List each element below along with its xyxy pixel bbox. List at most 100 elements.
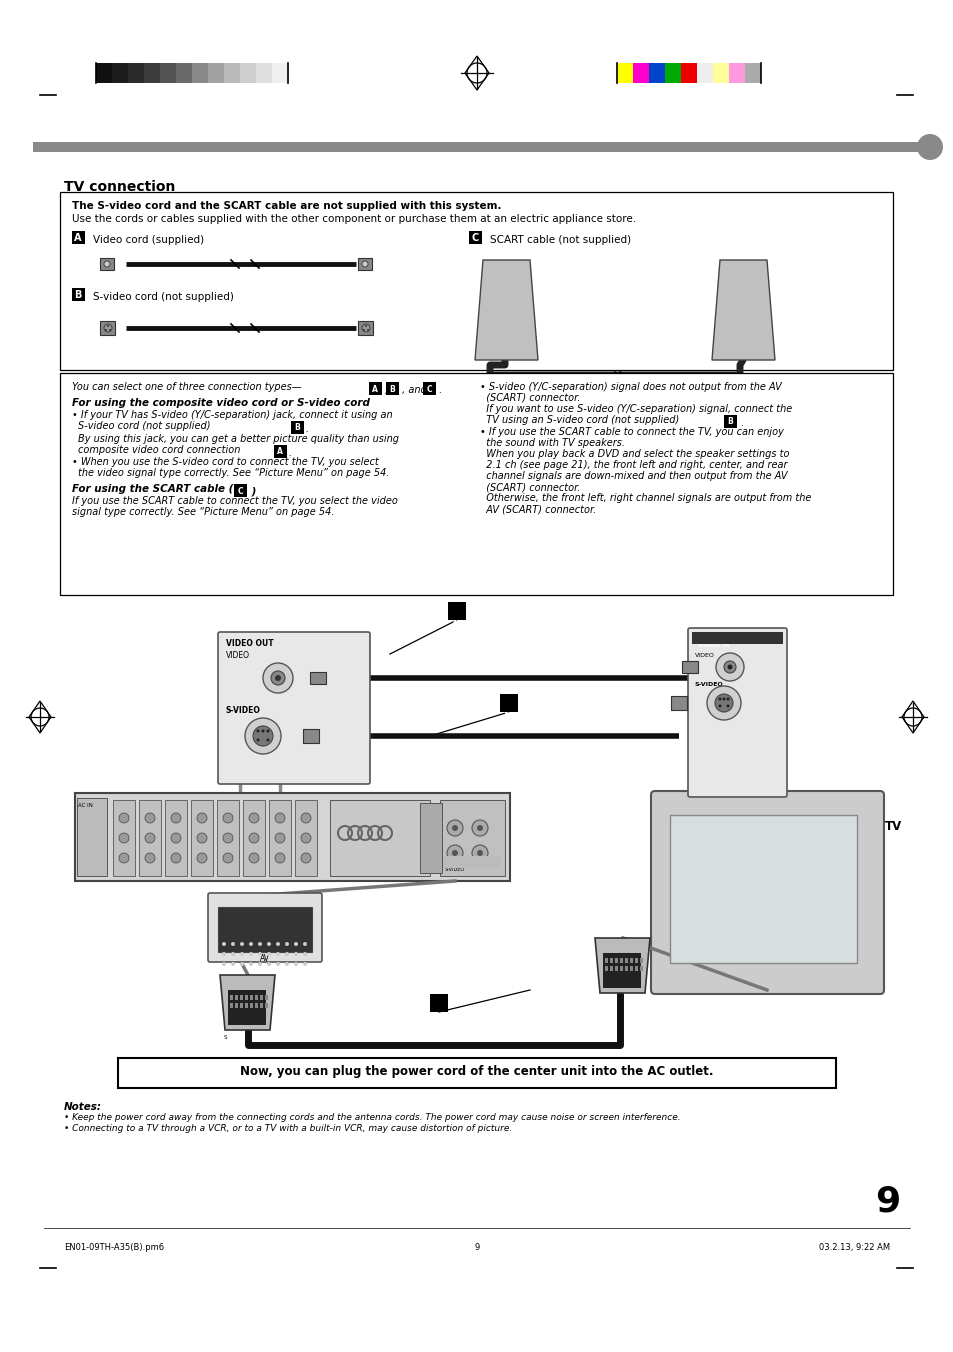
Circle shape [271, 671, 285, 685]
Circle shape [472, 845, 488, 861]
Text: ,: , [381, 385, 391, 395]
Text: Now, you can plug the power cord of the center unit into the AC outlet.: Now, you can plug the power cord of the … [240, 1065, 713, 1078]
Bar [224, 64, 240, 82]
Text: AV: AV [260, 955, 270, 963]
Bar [192, 64, 208, 82]
Circle shape [267, 963, 271, 965]
Text: 03.2.13, 9:22 AM: 03.2.13, 9:22 AM [818, 1242, 889, 1252]
Text: S-video cord (not supplied): S-video cord (not supplied) [78, 420, 213, 431]
Circle shape [294, 942, 297, 946]
Bar [609, 965, 613, 971]
Circle shape [723, 661, 735, 673]
Bar [240, 64, 255, 82]
Circle shape [916, 134, 942, 160]
Text: • S-video (Y/C-separation) signal does not output from the AV: • S-video (Y/C-separation) signal does n… [479, 383, 781, 392]
Circle shape [275, 963, 280, 965]
Circle shape [261, 730, 264, 733]
Text: If you use the SCART cable to connect the TV, you select the video: If you use the SCART cable to connect th… [71, 496, 397, 506]
Circle shape [275, 952, 280, 956]
Circle shape [223, 833, 233, 844]
Bar [250, 995, 253, 1000]
Bar [254, 1003, 257, 1009]
Bar [77, 798, 107, 876]
Circle shape [294, 952, 297, 956]
Bar [71, 231, 85, 243]
Bar [250, 1003, 253, 1009]
Bar [670, 696, 686, 710]
Text: For using the composite video cord or S-video cord: For using the composite video cord or S-… [71, 397, 370, 408]
Bar [448, 602, 465, 621]
Bar [112, 64, 128, 82]
Bar [609, 959, 613, 963]
Circle shape [145, 813, 154, 823]
Bar [615, 965, 618, 971]
Polygon shape [595, 938, 649, 992]
Text: B: B [389, 384, 395, 393]
Circle shape [107, 324, 109, 327]
Bar [160, 64, 175, 82]
Bar [274, 445, 287, 458]
Circle shape [256, 738, 259, 741]
Circle shape [294, 963, 297, 965]
Text: Otherwise, the front left, right channel signals are output from the: Otherwise, the front left, right channel… [479, 493, 810, 503]
Text: TV: TV [884, 821, 902, 833]
Circle shape [303, 963, 307, 965]
Bar [294, 800, 316, 876]
Circle shape [363, 329, 365, 331]
Bar [245, 995, 248, 1000]
Bar [269, 800, 291, 876]
Text: VIDEO OUT: VIDEO OUT [226, 639, 274, 648]
Bar [604, 965, 607, 971]
Circle shape [119, 853, 129, 863]
Bar [240, 995, 243, 1000]
Circle shape [447, 821, 462, 836]
Circle shape [274, 813, 285, 823]
Bar [112, 800, 135, 876]
Text: A: A [452, 617, 461, 629]
Circle shape [274, 853, 285, 863]
Text: Notes:: Notes: [64, 1102, 102, 1111]
Circle shape [119, 833, 129, 844]
Bar [165, 800, 187, 876]
Bar [255, 64, 272, 82]
Text: .: . [288, 448, 291, 458]
Circle shape [257, 952, 262, 956]
Text: • Keep the power cord away from the connecting cords and the antenna cords. The : • Keep the power cord away from the conn… [64, 1113, 679, 1122]
Text: .: . [305, 425, 308, 434]
Text: signal type correctly. See “Picture Menu” on page 54.: signal type correctly. See “Picture Menu… [71, 507, 335, 516]
Text: C: C [237, 487, 243, 495]
Text: Use the cords or cables supplied with the other component or purchase them at an: Use the cords or cables supplied with th… [71, 214, 636, 224]
Text: EN01-09TH-A35(B).pm6: EN01-09TH-A35(B).pm6 [64, 1242, 164, 1252]
Circle shape [104, 324, 112, 333]
Bar [139, 800, 161, 876]
Text: (SCART) connector.: (SCART) connector. [479, 393, 579, 403]
Circle shape [257, 942, 262, 946]
Circle shape [714, 694, 732, 713]
Bar [386, 383, 398, 395]
Text: .: . [738, 418, 743, 429]
Circle shape [706, 685, 740, 721]
Circle shape [249, 813, 258, 823]
Bar [234, 1003, 237, 1009]
Circle shape [245, 718, 281, 754]
Bar [272, 64, 288, 82]
FancyBboxPatch shape [650, 791, 883, 994]
Polygon shape [711, 260, 774, 360]
Text: C: C [434, 1009, 443, 1021]
Circle shape [249, 963, 253, 965]
Text: VIDEO: VIDEO [695, 653, 714, 658]
Circle shape [249, 952, 253, 956]
Text: 9: 9 [474, 1242, 479, 1252]
Circle shape [452, 850, 457, 856]
Bar [697, 64, 712, 82]
Circle shape [266, 738, 269, 741]
Bar [604, 959, 607, 963]
Circle shape [253, 726, 273, 746]
Text: TV using an S-video cord (not supplied): TV using an S-video cord (not supplied) [479, 415, 681, 425]
Circle shape [104, 261, 110, 266]
Text: channel signals are down-mixed and then output from the AV: channel signals are down-mixed and then … [479, 470, 786, 481]
Circle shape [222, 952, 226, 956]
Bar [619, 965, 622, 971]
Bar [218, 907, 312, 952]
Text: SCART cable (not supplied): SCART cable (not supplied) [490, 235, 631, 245]
